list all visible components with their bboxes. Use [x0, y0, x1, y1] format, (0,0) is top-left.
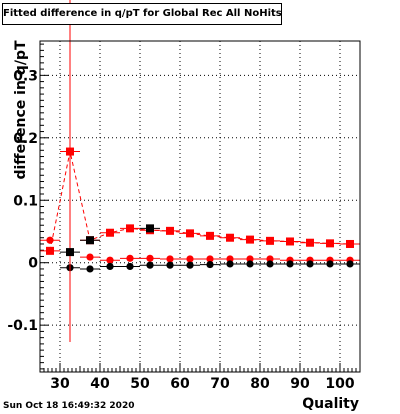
- data-point-square: [326, 239, 334, 248]
- x-tick-label: 90: [290, 376, 310, 392]
- data-point-circle: [266, 255, 274, 263]
- data-point-circle: [86, 253, 94, 261]
- x-tick-label: 50: [130, 376, 150, 392]
- data-point-square: [86, 236, 94, 245]
- data-point-circle: [226, 260, 234, 268]
- data-point-circle: [106, 256, 114, 264]
- y-tick-label: 0.3: [13, 68, 38, 84]
- data-point-square: [166, 226, 174, 235]
- x-tick-label: 40: [90, 376, 110, 392]
- series-line: [49, 151, 351, 251]
- data-point-circle: [306, 260, 314, 268]
- data-point-circle: [246, 260, 254, 268]
- data-point-square: [266, 236, 274, 245]
- data-point-circle: [86, 265, 94, 273]
- data-point-circle: [106, 262, 114, 271]
- y-tick-label: 0.2: [13, 131, 38, 147]
- data-point-circle: [326, 260, 334, 268]
- x-tick-label: 100: [325, 376, 354, 392]
- data-point-circle: [146, 261, 154, 269]
- y-tick-label: -0.1: [7, 318, 38, 334]
- data-point-square: [46, 246, 54, 255]
- timestamp: Sun Oct 18 16:49:32 2020: [3, 401, 135, 411]
- x-tick-label: 70: [210, 376, 230, 392]
- data-point-circle: [186, 261, 194, 269]
- data-point-circle: [126, 254, 134, 262]
- data-point-square: [286, 237, 294, 246]
- chart-title: Fitted difference in q/pT for Global Rec…: [2, 3, 282, 25]
- data-point-circle: [186, 255, 194, 263]
- data-point-square: [126, 224, 134, 233]
- plot-frame: [39, 40, 361, 373]
- x-tick-label: 30: [50, 376, 70, 392]
- data-point-square: [206, 231, 214, 240]
- data-point-square: [346, 239, 354, 248]
- data-point-square: [186, 229, 194, 238]
- data-point-circle: [226, 255, 234, 263]
- data-point-circle: [166, 255, 174, 263]
- data-point-square: [66, 147, 74, 156]
- data-point-circle: [246, 255, 254, 263]
- data-point-circle: [346, 260, 354, 268]
- y-axis-label: difference in q/pT: [13, 40, 29, 180]
- y-tick-label: 0.1: [13, 193, 38, 209]
- data-point-circle: [146, 254, 154, 262]
- x-tick-label: 60: [170, 376, 190, 392]
- data-point-circle: [126, 262, 134, 271]
- data-point-circle: [166, 261, 174, 269]
- data-point-square: [226, 233, 234, 242]
- data-point-circle: [206, 260, 214, 269]
- y-tick-label: 0: [28, 256, 38, 272]
- plot-area: [40, 41, 360, 372]
- x-tick-label: 80: [250, 376, 270, 392]
- x-axis-label: Quality: [302, 396, 359, 412]
- data-point-circle: [266, 260, 274, 268]
- data-point-square: [66, 248, 74, 257]
- data-point-square: [246, 235, 254, 244]
- data-point-square: [146, 224, 154, 233]
- data-point-square: [106, 228, 114, 237]
- data-point-circle: [286, 260, 294, 268]
- data-point-square: [306, 238, 314, 247]
- data-point-circle: [206, 255, 214, 263]
